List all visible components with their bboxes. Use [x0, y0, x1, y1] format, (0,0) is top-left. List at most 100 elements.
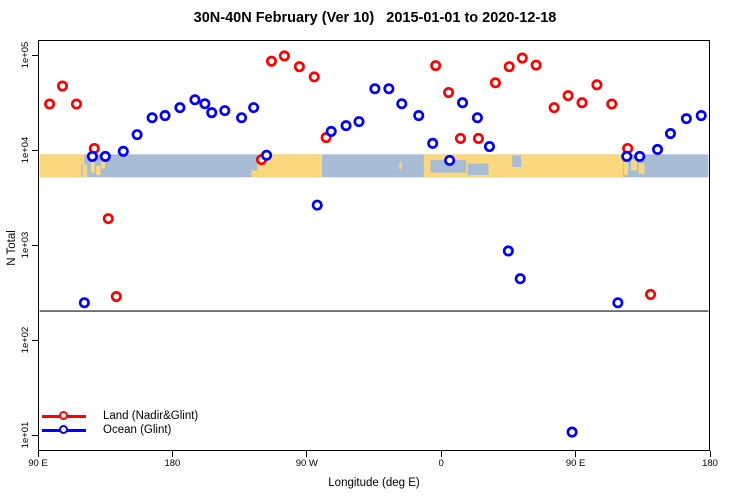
- x-tick-mark: [306, 451, 308, 457]
- data-point: [680, 113, 692, 125]
- data-point: [562, 90, 574, 102]
- legend-item-ocean: Ocean (Glint): [42, 423, 198, 437]
- data-point: [443, 87, 455, 99]
- data-point: [117, 145, 129, 157]
- data-point: [502, 245, 514, 257]
- y-tick-label: 1e+02: [20, 326, 31, 354]
- y-tick-mark: [32, 244, 38, 246]
- data-point: [199, 98, 211, 110]
- chart-title: 30N-40N February (Ver 10) 2015-01-01 to …: [193, 10, 557, 26]
- map-island-patch: [399, 162, 402, 170]
- data-point: [634, 150, 646, 162]
- data-point: [78, 297, 90, 309]
- data-point: [621, 150, 633, 162]
- data-point: [44, 98, 56, 110]
- data-point: [514, 273, 526, 285]
- data-point: [131, 129, 143, 141]
- x-tick-label: 90 E: [28, 458, 48, 469]
- x-tick-mark: [37, 451, 39, 457]
- y-tick-mark: [32, 339, 38, 341]
- y-tick-mark: [32, 149, 38, 151]
- data-point: [645, 288, 657, 300]
- map-sea-patch: [430, 160, 467, 173]
- map-island-patch: [101, 158, 106, 169]
- data-point: [86, 150, 98, 162]
- x-tick-mark: [575, 451, 577, 457]
- data-point: [236, 112, 248, 124]
- land-symbol-circle-icon: [59, 411, 68, 420]
- legend-label-ocean: Ocean (Glint): [103, 424, 172, 436]
- map-island-patch: [82, 164, 88, 178]
- map-band-land: [257, 154, 322, 178]
- legend: Land (Nadir&Glint) Ocean (Glint): [42, 409, 198, 437]
- data-point: [612, 297, 624, 309]
- data-point: [369, 83, 381, 95]
- data-point: [483, 141, 495, 153]
- map-band-land: [39, 154, 82, 178]
- map-island-patch: [90, 161, 95, 173]
- ocean-series-symbol: [42, 423, 86, 437]
- data-point: [102, 213, 114, 225]
- plot-canvas: [39, 50, 709, 438]
- data-point: [652, 143, 664, 155]
- data-point: [472, 132, 484, 144]
- x-tick-label: 90 W: [295, 458, 318, 469]
- data-point: [383, 83, 395, 95]
- data-point: [110, 291, 122, 303]
- data-point: [576, 97, 588, 109]
- y-tick-label: 1e+04: [20, 136, 31, 164]
- data-point: [293, 61, 305, 73]
- data-point: [444, 154, 456, 166]
- data-point: [325, 125, 337, 137]
- y-tick-label: 1e+05: [20, 41, 31, 69]
- data-point: [530, 59, 542, 71]
- data-point: [503, 61, 515, 73]
- data-point: [606, 98, 618, 110]
- data-point: [413, 110, 425, 122]
- y-tick-mark: [32, 54, 38, 56]
- data-point: [159, 110, 171, 122]
- ocean-symbol-circle-icon: [59, 425, 68, 434]
- x-tick-label: 180: [164, 458, 181, 469]
- data-point: [489, 77, 501, 89]
- map-island-patch: [631, 158, 638, 171]
- x-tick-mark: [171, 451, 173, 457]
- data-point: [457, 97, 469, 109]
- map-island-patch: [623, 161, 629, 176]
- land-series-symbol: [42, 409, 86, 423]
- x-tick-label: 180: [702, 458, 718, 469]
- data-point: [427, 137, 439, 149]
- y-tick-mark: [32, 434, 38, 436]
- data-point: [265, 55, 277, 67]
- data-point: [548, 102, 560, 114]
- data-point: [311, 199, 323, 211]
- data-point: [206, 107, 218, 119]
- data-point: [248, 102, 260, 114]
- map-island-patch: [638, 163, 645, 174]
- map-sea-patch: [467, 163, 489, 176]
- data-point: [566, 426, 578, 438]
- data-point: [353, 116, 365, 128]
- x-tick-label: 0: [438, 458, 444, 469]
- data-point: [99, 150, 111, 162]
- y-tick-label: 1e+01: [20, 421, 31, 449]
- y-tick-label: 1e+03: [20, 231, 31, 259]
- data-point: [219, 105, 231, 117]
- x-tick-mark: [709, 451, 711, 457]
- data-point: [664, 128, 676, 140]
- legend-label-land: Land (Nadir&Glint): [103, 410, 199, 422]
- x-tick-mark: [440, 451, 442, 457]
- data-point: [516, 52, 528, 64]
- data-point: [308, 71, 320, 83]
- data-point: [430, 60, 442, 72]
- map-island-patch: [81, 154, 85, 165]
- data-point: [146, 112, 158, 124]
- data-point: [56, 80, 69, 92]
- map-island-patch: [96, 165, 101, 176]
- data-point: [174, 102, 186, 114]
- data-point: [471, 112, 483, 124]
- data-point: [261, 149, 273, 161]
- y-axis-title: N Total: [6, 230, 18, 266]
- data-point: [695, 110, 707, 122]
